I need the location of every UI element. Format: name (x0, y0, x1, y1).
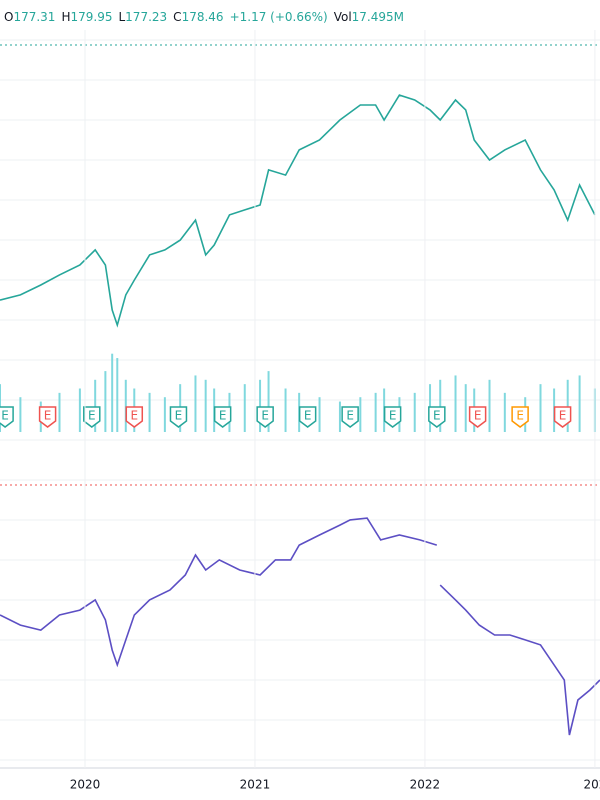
legend-value: 177.23 (125, 10, 167, 24)
volume-bar (111, 353, 114, 432)
earnings-label: E (261, 409, 269, 423)
volume-bar (58, 392, 61, 432)
x-tick-label: 2022 (410, 778, 441, 792)
earnings-badge (256, 406, 274, 428)
volume-bar (124, 379, 127, 432)
x-tick-label: 2021 (240, 778, 271, 792)
earnings-label: E (130, 409, 138, 423)
volume-bar (566, 379, 569, 432)
earnings-label: E (1, 409, 9, 423)
volume-bar (578, 375, 581, 432)
series-line (0, 517, 600, 736)
earnings-badge (298, 406, 317, 428)
earnings-label: E (516, 409, 524, 423)
earnings-label: E (474, 409, 482, 423)
ohlc-legend: O177.31 H179.95 L177.23 C178.46 +1.17 (+0.66… (4, 10, 404, 24)
earnings-badge (341, 406, 359, 428)
legend-label: O (4, 10, 13, 24)
x-tick-label: 2020 (70, 778, 101, 792)
volume-bar (267, 371, 270, 432)
legend-value: 178.46 (182, 10, 224, 24)
volume-bar (163, 397, 166, 432)
legend-value: +1.17 (+0.66%) (230, 10, 328, 24)
legend-label: H (61, 10, 70, 24)
legend-label: C (173, 10, 181, 24)
volume-bar (488, 379, 491, 432)
volume-bar (318, 397, 321, 432)
volume-bar (284, 388, 287, 432)
earnings-badge (468, 406, 487, 428)
legend-label: L (118, 10, 125, 24)
volume-bar (413, 392, 416, 432)
earnings-label: E (559, 409, 567, 423)
earnings-badge (553, 406, 572, 428)
earnings-label: E (304, 409, 312, 423)
volume-bar (94, 379, 97, 432)
earnings-label: E (44, 409, 52, 423)
volume-bar (104, 371, 107, 432)
volume-bar (194, 375, 197, 432)
volume-bar (148, 392, 151, 432)
earnings-label: E (433, 409, 441, 423)
earnings-badge (213, 406, 232, 428)
volume-bar (259, 379, 262, 432)
volume-bar (19, 397, 22, 432)
series-line (0, 94, 596, 328)
volume-bar (359, 397, 362, 432)
earnings-badge (125, 406, 144, 428)
earnings-label: E (346, 409, 354, 423)
legend-value: 17.495M (352, 10, 404, 24)
volume-bar (204, 379, 207, 432)
legend-value: 177.31 (13, 10, 55, 24)
earnings-badge (511, 406, 529, 428)
earnings-badge (428, 406, 446, 428)
earnings-label: E (88, 409, 96, 423)
volume-bar (503, 392, 506, 432)
volume-bar (338, 401, 341, 432)
volume-bar (464, 384, 467, 432)
volume-bar (439, 379, 442, 432)
legend-value: 179.95 (70, 10, 112, 24)
earnings-label: E (219, 409, 227, 423)
earnings-badge (169, 406, 188, 428)
volume-bar (374, 392, 377, 432)
earnings-badge (38, 406, 57, 428)
volume-bar (454, 375, 457, 432)
earnings-badge (83, 406, 101, 428)
volume-bar (78, 388, 81, 432)
x-tick-label: 202 (583, 778, 600, 792)
volume-bar (539, 384, 542, 432)
earnings-badge (383, 406, 402, 428)
earnings-label: E (175, 409, 183, 423)
earnings-badge (0, 406, 14, 428)
volume-bar (243, 384, 246, 432)
earnings-label: E (389, 409, 397, 423)
legend-label: Vol (334, 10, 352, 24)
volume-bar (116, 358, 119, 432)
